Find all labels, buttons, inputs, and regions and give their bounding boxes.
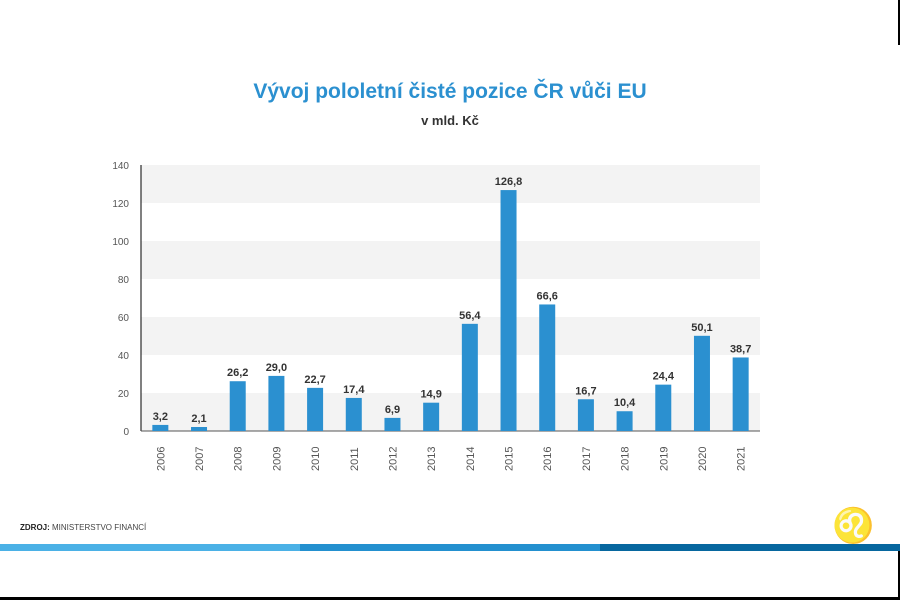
data-label: 56,4 <box>459 310 481 322</box>
lion-emblem-icon: ♌ <box>832 507 875 545</box>
border-line <box>898 551 900 597</box>
x-tick-label: 2016 <box>542 447 554 471</box>
data-label: 50,1 <box>691 322 712 334</box>
bottom-border <box>0 597 900 600</box>
x-tick-label: 2018 <box>620 447 632 471</box>
grid-band <box>141 317 760 355</box>
data-label: 26,2 <box>227 367 248 379</box>
x-tick-label: 2013 <box>426 447 438 471</box>
bar-2016 <box>539 304 556 431</box>
data-label: 126,8 <box>495 176 523 188</box>
data-label: 3,2 <box>153 411 168 423</box>
x-tick-label: 2012 <box>387 447 399 471</box>
footer-strip-dark <box>600 544 900 551</box>
bar-2021 <box>732 357 749 431</box>
chart-title: Vývoj pololetní čisté pozice ČR vůči EU <box>253 80 647 103</box>
bar-2008 <box>229 381 246 431</box>
data-label: 17,4 <box>343 384 365 396</box>
data-label: 38,7 <box>730 343 751 355</box>
y-tick-label: 80 <box>118 275 130 286</box>
x-tick-label: 2008 <box>233 447 245 471</box>
x-tick-label: 2006 <box>155 447 167 471</box>
data-label: 16,7 <box>575 385 596 397</box>
y-tick-label: 40 <box>118 351 130 362</box>
data-label: 66,6 <box>537 290 558 302</box>
bar-2010 <box>307 387 324 431</box>
data-label: 29,0 <box>266 362 287 374</box>
source-note: ZDROJ: MINISTERSTVO FINANCÍ <box>20 523 146 532</box>
y-tick-label: 20 <box>118 389 130 400</box>
y-tick-label: 60 <box>118 313 130 324</box>
x-tick-label: 2021 <box>736 447 748 471</box>
source-value: MINISTERSTVO FINANCÍ <box>52 523 147 532</box>
grid-band <box>141 241 760 279</box>
bar-2011 <box>345 397 362 431</box>
bar-2017 <box>577 399 594 431</box>
chart-subtitle: v mld. Kč <box>421 113 479 128</box>
x-tick-label: 2011 <box>349 447 361 471</box>
footer-strip-mid <box>300 544 600 551</box>
bar-2015 <box>500 190 517 431</box>
y-tick-label: 140 <box>112 161 129 172</box>
bar-2019 <box>655 384 672 431</box>
data-label: 22,7 <box>304 374 325 386</box>
y-tick-label: 120 <box>112 199 129 210</box>
x-tick-label: 2009 <box>271 447 283 471</box>
data-label: 10,4 <box>614 397 636 409</box>
border-line <box>898 0 900 45</box>
data-label: 2,1 <box>191 413 206 425</box>
x-tick-label: 2017 <box>581 447 593 471</box>
bar-2020 <box>693 335 710 431</box>
x-tick-label: 2020 <box>697 447 709 471</box>
x-tick-label: 2014 <box>465 447 477 471</box>
bar-2014 <box>461 323 478 431</box>
x-tick-label: 2007 <box>194 447 206 471</box>
bar-2009 <box>268 375 285 431</box>
bar-2013 <box>423 402 440 431</box>
bar-2007 <box>191 427 208 431</box>
bar-2012 <box>384 417 401 431</box>
x-tick-label: 2010 <box>310 447 322 471</box>
y-tick-label: 100 <box>112 237 129 248</box>
bar-2018 <box>616 411 633 431</box>
data-label: 14,9 <box>420 389 441 401</box>
bar-2006 <box>152 424 169 431</box>
y-tick-label: 0 <box>123 427 129 438</box>
data-label: 24,4 <box>653 371 675 383</box>
data-label: 6,9 <box>385 404 400 416</box>
source-label: ZDROJ: <box>20 523 50 532</box>
x-tick-label: 2019 <box>658 447 670 471</box>
grid-band <box>141 165 760 203</box>
footer-strip-light <box>0 544 300 551</box>
x-tick-label: 2015 <box>504 447 516 471</box>
